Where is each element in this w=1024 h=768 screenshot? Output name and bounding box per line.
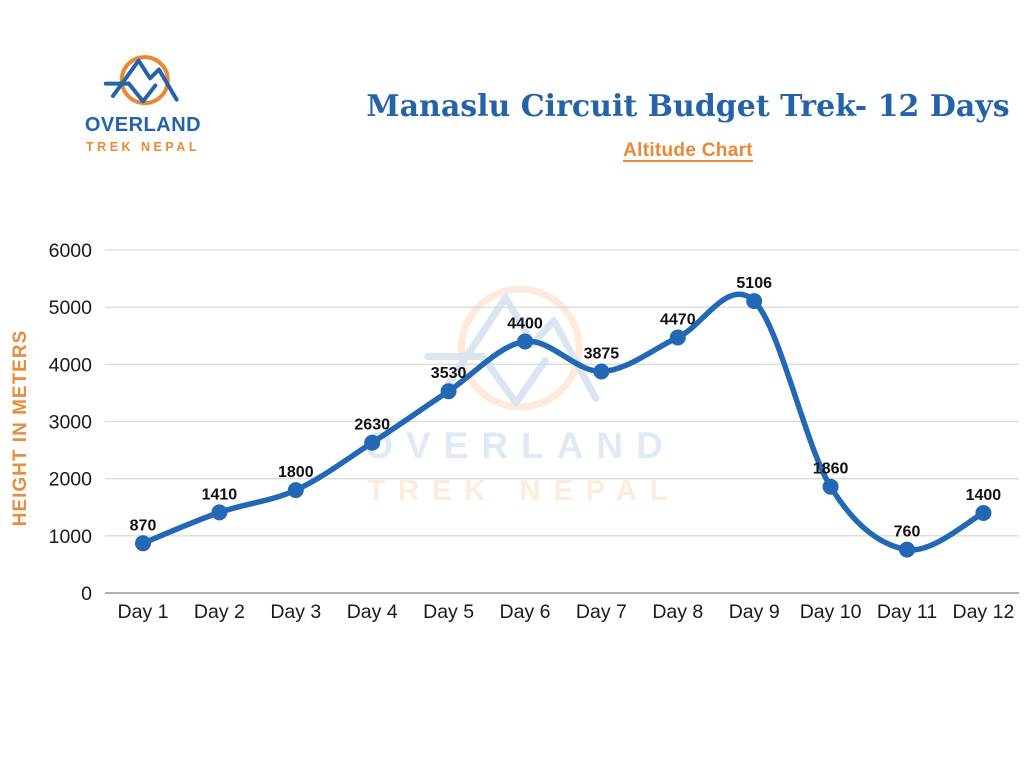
data-point: [975, 505, 992, 521]
header: Manaslu Circuit Budget Trek- 12 Days Alt…: [352, 90, 1024, 162]
data-point: [135, 535, 151, 552]
data-point: [287, 482, 304, 499]
x-tick-label: Day 3: [270, 601, 321, 623]
x-tick-label: Day 8: [652, 601, 703, 623]
watermark-text-overland: OVERLAND: [364, 425, 676, 466]
data-point-label: 2630: [354, 417, 390, 434]
x-tick-label: Day 2: [194, 601, 245, 623]
chart-subtitle: Altitude Chart: [623, 140, 753, 161]
x-tick-label: Day 9: [729, 601, 780, 623]
data-point-label: 1410: [202, 486, 238, 503]
watermark: OVERLAND TREK NEPAL: [364, 285, 680, 507]
x-tick-label: Day 12: [953, 601, 1015, 623]
data-point: [440, 383, 457, 400]
y-tick-label: 6000: [49, 240, 93, 262]
x-tick-label: Day 11: [877, 601, 937, 623]
x-tick-label: Day 6: [500, 601, 551, 623]
data-point-label: 4400: [507, 316, 543, 333]
y-tick-label: 1000: [49, 526, 93, 548]
x-tick-label: Day 7: [576, 601, 627, 623]
data-point: [669, 329, 686, 346]
logo-text-overland: OVERLAND: [84, 114, 202, 136]
data-point: [211, 504, 228, 521]
mountain-logo-icon: [103, 55, 179, 106]
overland-logo: OVERLAND TREK NEPAL: [68, 50, 218, 154]
data-point: [822, 478, 839, 495]
data-point-label: 1800: [278, 464, 314, 481]
data-point-label: 3530: [431, 365, 467, 382]
data-point-label: 4470: [660, 312, 696, 329]
y-tick-label: 2000: [49, 469, 93, 491]
y-tick-label: 0: [81, 583, 92, 605]
watermark-logo-icon: [424, 285, 600, 411]
data-point-label: 5106: [736, 275, 772, 292]
watermark-text-trek-nepal: TREK NEPAL: [367, 475, 680, 507]
y-tick-label: 4000: [49, 354, 93, 376]
data-point: [517, 333, 533, 350]
page-title: Manaslu Circuit Budget Trek- 12 Days: [366, 89, 1010, 124]
data-point: [364, 434, 381, 451]
data-point-label: 1400: [966, 487, 1002, 504]
data-point-label: 870: [130, 517, 157, 534]
x-tick-label: Day 5: [423, 601, 474, 623]
data-point: [899, 541, 915, 558]
logo-text-trek-nepal: TREK NEPAL: [86, 140, 200, 154]
x-tick-label: Day 4: [347, 601, 398, 623]
data-point: [593, 363, 610, 380]
data-point: [746, 293, 763, 310]
y-tick-label: 5000: [49, 297, 93, 319]
x-tick-label: Day 10: [800, 601, 862, 623]
data-point-label: 760: [894, 524, 921, 541]
data-point-label: 3875: [584, 346, 620, 363]
data-point-label: 1860: [813, 461, 849, 478]
x-tick-label: Day 1: [118, 601, 169, 623]
y-tick-label: 3000: [49, 412, 93, 434]
